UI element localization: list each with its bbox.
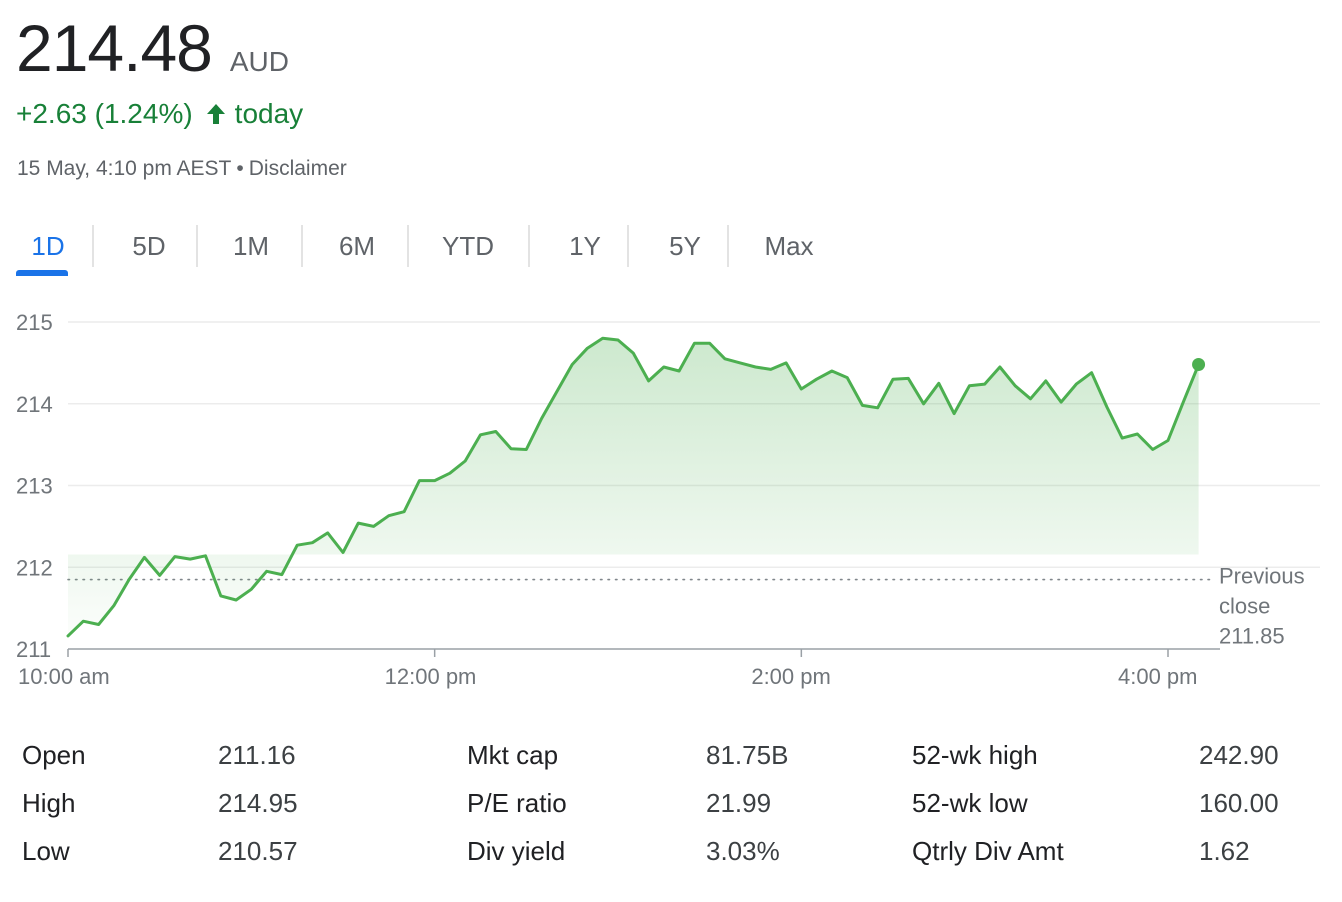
- stat-value-low: 210.57: [218, 836, 298, 866]
- previous-close-label: close: [1219, 594, 1270, 619]
- price-header: 214.48 AUD: [16, 8, 289, 88]
- x-tick-label: 10:00 am: [18, 664, 110, 689]
- tab-1d[interactable]: 1D: [31, 231, 65, 261]
- tab-divider: [407, 225, 409, 267]
- quote-meta: 15 May, 4:10 pm AEST • Disclaimer: [17, 157, 347, 181]
- stat-value-52wk-low: 160.00: [1199, 788, 1279, 818]
- range-tabs: 1D 5D 1M 6M YTD 1Y 5Y Max: [16, 222, 836, 276]
- tab-divider: [727, 225, 729, 267]
- tab-divider: [528, 225, 530, 267]
- x-tick-label: 12:00 pm: [385, 664, 477, 689]
- previous-close-label: Previous: [1219, 564, 1305, 589]
- stat-label-52wk-high: 52-wk high: [912, 740, 1038, 770]
- active-tab-indicator: [16, 270, 68, 276]
- tab-ytd[interactable]: YTD: [442, 231, 494, 261]
- y-tick-label: 213: [16, 474, 53, 499]
- currency-code: AUD: [229, 46, 289, 77]
- tab-divider: [196, 225, 198, 267]
- last-price-dot: [1192, 358, 1206, 372]
- tab-1m[interactable]: 1M: [232, 231, 270, 261]
- y-tick-label: 212: [16, 555, 53, 580]
- stat-value-mkt-cap: 81.75B: [706, 740, 789, 770]
- stat-value-52wk-high: 242.90: [1199, 740, 1279, 770]
- stat-label-mkt-cap: Mkt cap: [467, 740, 559, 770]
- stat-label-qtrly-div: Qtrly Div Amt: [912, 836, 1064, 866]
- arrow-up-icon: [205, 102, 227, 126]
- stat-value-pe-ratio: 21.99: [706, 788, 772, 818]
- change-period: today: [234, 98, 304, 129]
- series-line: [66, 336, 1201, 638]
- stat-value-div-yield: 3.03%: [706, 836, 780, 866]
- stat-label-high: High: [22, 788, 76, 818]
- change-value: +2.63 (1.24%): [16, 98, 193, 129]
- y-tick-label: 211: [16, 637, 51, 662]
- x-tick-label: 4:00 pm: [1118, 664, 1198, 689]
- stat-label-div-yield: Div yield: [467, 836, 566, 866]
- meta-separator: •: [236, 157, 244, 180]
- current-price: 214.48: [16, 11, 213, 85]
- tab-5d[interactable]: 5D: [132, 231, 166, 261]
- tab-1y[interactable]: 1Y: [569, 231, 601, 261]
- stat-label-open: Open: [22, 740, 86, 770]
- tab-5y[interactable]: 5Y: [669, 231, 701, 261]
- tab-divider: [301, 225, 303, 267]
- stat-value-qtrly-div: 1.62: [1199, 836, 1250, 866]
- tab-6m[interactable]: 6M: [338, 231, 376, 261]
- price-chart[interactable]: 211 212 213 214 215 10:00 am 12:00 pm 2:00 pm 4:…: [0, 290, 1342, 700]
- disclaimer-link[interactable]: Disclaimer: [248, 157, 347, 180]
- series-area: [68, 338, 1199, 636]
- stat-label-pe-ratio: P/E ratio: [467, 788, 567, 818]
- timestamp: 15 May, 4:10 pm AEST: [17, 157, 232, 180]
- stat-value-high: 214.95: [218, 788, 298, 818]
- previous-close-label: 211.85: [1219, 624, 1285, 649]
- y-tick-label: 214: [16, 392, 53, 417]
- tab-divider: [92, 225, 94, 267]
- x-tick-label: 2:00 pm: [751, 664, 831, 689]
- stat-label-low: Low: [22, 836, 70, 866]
- stat-value-open: 211.16: [218, 740, 296, 770]
- price-change: +2.63 (1.24%) today: [16, 98, 303, 130]
- tab-divider: [627, 225, 629, 267]
- y-tick-label: 215: [16, 310, 53, 335]
- tab-max[interactable]: Max: [764, 231, 814, 261]
- stat-label-52wk-low: 52-wk low: [912, 788, 1028, 818]
